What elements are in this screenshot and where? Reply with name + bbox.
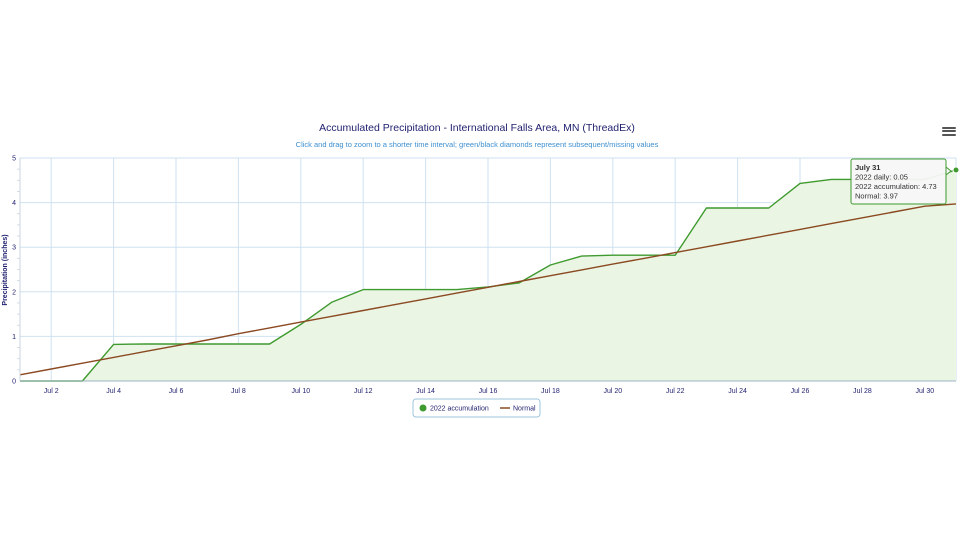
series-lines[interactable] (19, 166, 960, 382)
legend-label-accumulation: 2022 accumulation (430, 406, 489, 413)
x-tick-label: Jul 2 (44, 388, 59, 395)
legend-marker-accumulation (419, 404, 427, 412)
menu-bar (942, 133, 956, 136)
y-tick-label: 0 (12, 379, 16, 386)
legend-box (412, 398, 541, 418)
tooltip-daily: 2022 daily: 0.05 (855, 173, 908, 182)
x-tick-label: Jul 10 (291, 388, 310, 395)
x-tick-label: Jul 12 (354, 388, 373, 395)
accumulation-area (20, 170, 956, 381)
tooltip-normal: Normal: 3.97 (855, 192, 898, 201)
menu-bar (942, 126, 956, 129)
y-tick-label: 4 (12, 200, 16, 207)
legend[interactable]: 2022 accumulation Normal (412, 398, 541, 418)
y-tick-label: 1 (12, 334, 16, 341)
legend-item-normal[interactable]: Normal (500, 406, 536, 413)
x-tick-label: Jul 8 (231, 388, 246, 395)
menu-bar (942, 130, 956, 132)
x-tick-label: Jul 16 (479, 388, 498, 395)
x-tick-label: Jul 4 (106, 388, 121, 395)
x-tick-label: Jul 26 (791, 388, 810, 395)
x-tick-label: Jul 6 (169, 388, 184, 395)
chart-title: Accumulated Precipitation - Internationa… (319, 122, 635, 134)
x-tick-label: Jul 14 (416, 388, 435, 395)
y-tick-label: 3 (12, 245, 16, 252)
legend-label-normal: Normal (513, 406, 536, 413)
tooltip-date: July 31 (855, 163, 880, 172)
hamburger-menu-icon[interactable] (942, 125, 956, 137)
x-tick-label: Jul 30 (915, 388, 934, 395)
hover-point-marker (952, 166, 960, 174)
x-tick-label: Jul 28 (853, 388, 872, 395)
tooltip-accumulation: 2022 accumulation: 4.73 (855, 182, 937, 191)
y-axis-label: Precipitation (inches) (2, 234, 9, 305)
chart-subtitle: Click and drag to zoom to a shorter time… (296, 140, 659, 149)
y-tick-label: 2 (12, 289, 16, 296)
x-tick-label: Jul 18 (541, 388, 560, 395)
x-tick-label: Jul 24 (728, 388, 747, 395)
tooltip-box (850, 158, 947, 205)
x-tick-label: Jul 20 (603, 388, 622, 395)
accumulation-area-fill (20, 170, 956, 381)
x-tick-label: Jul 22 (666, 388, 685, 395)
axes: 0 1 2 3 4 5 Jul 2 Jul 4 Jul 6 Jul 8 Jul 10 Jul 12 Ju… (12, 156, 956, 395)
tooltip-pointer (945, 165, 952, 177)
y-tick-label: 5 (12, 156, 16, 163)
legend-item-accumulation[interactable]: 2022 accumulation (419, 404, 489, 413)
series-line-normal[interactable] (19, 203, 957, 376)
tooltip: July 31 2022 daily: 0.05 2022 accumulati… (850, 158, 952, 205)
